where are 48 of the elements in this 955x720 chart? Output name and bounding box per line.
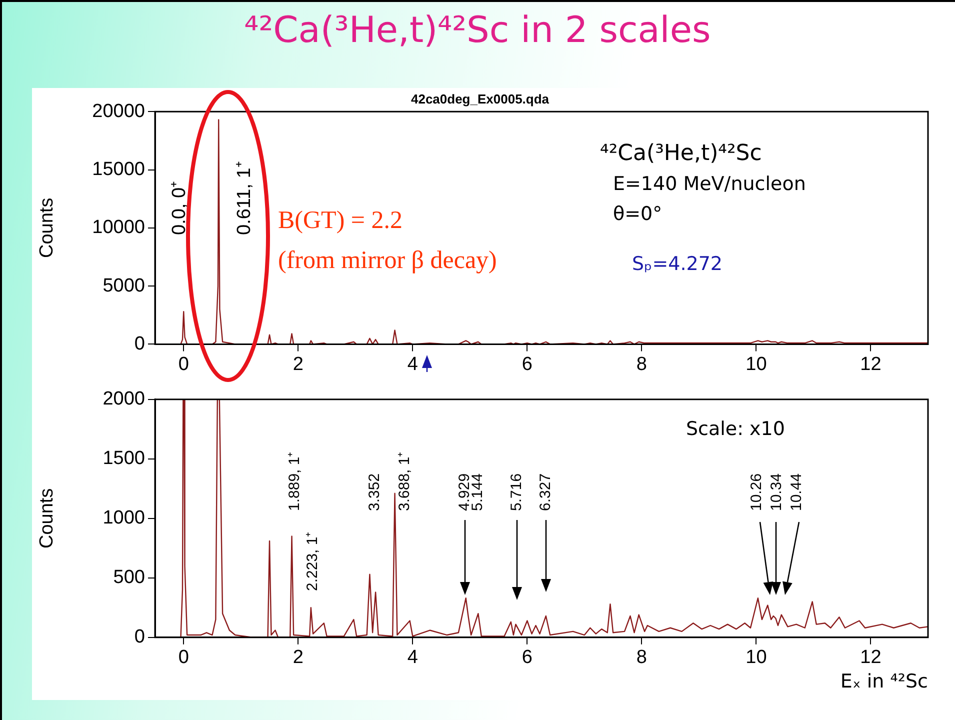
annotation: E=140 MeV/nucleon — [613, 173, 806, 195]
annotation: 10.34 — [768, 473, 786, 511]
x-tick-label: 2 — [292, 354, 304, 375]
y-tick-label: 5000 — [102, 275, 145, 296]
annotation: 10.26 — [748, 473, 766, 511]
y-tick-label: 0 — [134, 626, 145, 648]
x-tick-label: 8 — [636, 354, 647, 375]
annotation: Scale: x10 — [686, 418, 785, 440]
annotation: (from mirror β decay) — [278, 247, 497, 274]
annotation: 1.889, 1⁺ — [286, 452, 304, 511]
chart-title: ⁴²Ca(³He,t)⁴²Sc in 2 scales — [243, 10, 712, 51]
x-tick-label: 4 — [407, 354, 418, 375]
y-axis-title: Counts — [36, 198, 58, 258]
annotation: B(GT) = 2.2 — [278, 207, 402, 234]
x-tick-label: 10 — [746, 354, 767, 375]
y-tick-label: 20000 — [92, 100, 145, 122]
x-tick-label: 8 — [636, 647, 647, 668]
y-tick-label: 2000 — [102, 388, 145, 410]
x-tick-label: 2 — [292, 647, 304, 668]
annotation: Sₚ=4.272 — [632, 253, 723, 275]
y-tick-label: 500 — [113, 567, 145, 588]
x-tick-label: 0 — [178, 647, 189, 668]
x-tick-label: 6 — [522, 354, 532, 375]
y-axis-title: Counts — [36, 488, 58, 548]
annotation: 2.223, 1⁺ — [304, 532, 322, 591]
y-tick-label: 15000 — [92, 158, 145, 180]
annotation: ⁴²Ca(³He,t)⁴²Sc — [600, 141, 762, 166]
x-tick-label: 0 — [178, 354, 189, 375]
annotation: 5.716 — [508, 473, 526, 511]
y-tick-label: 1000 — [102, 508, 145, 529]
annotation: θ=0° — [613, 203, 662, 225]
annotation: 0.0, 0⁺ — [169, 181, 190, 235]
annotation: 0.611, 1⁺ — [234, 162, 256, 235]
y-tick-label: 10000 — [92, 217, 145, 238]
annotation: 3.688, 1⁺ — [396, 452, 414, 511]
annotation: 3.352 — [366, 473, 384, 511]
annotation: 6.327 — [537, 473, 554, 511]
annotation: 5.144 — [469, 473, 486, 511]
x-tick-label: 6 — [522, 647, 532, 668]
x-tick-label: 12 — [860, 354, 882, 375]
x-tick-label: 10 — [746, 647, 767, 668]
y-tick-label: 0 — [134, 333, 145, 354]
annotation: 10.44 — [788, 473, 806, 511]
y-tick-label: 1500 — [102, 448, 145, 470]
x-axis-title: Eₓ in ⁴²Sc — [840, 670, 928, 693]
x-tick-label: 12 — [860, 647, 882, 668]
chart-subtitle: 42ca0deg_Ex0005.qda — [410, 91, 550, 106]
x-tick-label: 4 — [407, 647, 418, 668]
